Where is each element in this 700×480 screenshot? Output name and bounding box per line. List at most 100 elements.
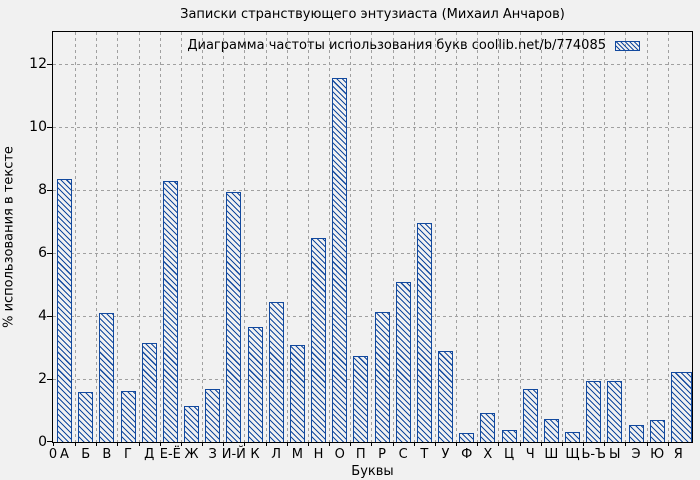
y-tick-label: 4: [38, 307, 47, 324]
v-gridline: [540, 32, 542, 442]
x-tick: [540, 442, 542, 446]
x-tick-label: Ч: [525, 447, 535, 462]
x-tick: [561, 442, 563, 446]
y-tick: [47, 126, 52, 128]
x-tick: [117, 442, 119, 446]
bar-З: [205, 389, 221, 442]
v-gridline: [583, 32, 585, 442]
v-gridline: [604, 32, 606, 442]
v-gridline: [392, 32, 394, 442]
v-gridline: [413, 32, 415, 442]
bar-Я: [670, 372, 692, 442]
x-tick-label: Х: [483, 447, 493, 462]
x-tick: [329, 442, 331, 446]
x-tick: [159, 442, 161, 446]
bar-Г: [120, 391, 136, 442]
v-gridline: [265, 32, 267, 442]
bar-Ц: [501, 430, 517, 442]
x-tick: [392, 442, 394, 446]
bar-Щ: [565, 432, 580, 442]
x-tick: [583, 442, 585, 446]
x-tick: [456, 442, 458, 446]
v-gridline: [519, 32, 521, 442]
x-tick: [371, 442, 373, 446]
bar-В: [99, 313, 115, 442]
v-gridline: [244, 32, 246, 442]
y-tick-label: 6: [38, 244, 47, 261]
bar-И-Й: [226, 192, 242, 442]
x-tick-label: В: [102, 447, 112, 462]
x-tick: [604, 442, 606, 446]
v-gridline: [477, 32, 479, 442]
x-tick: [477, 442, 479, 446]
bar-Н: [311, 238, 326, 442]
h-gridline: [53, 252, 692, 254]
bar-Ш: [543, 419, 559, 442]
x-tick: [75, 442, 77, 446]
y-tick-label: 12: [29, 55, 47, 72]
x-tick-label: П: [355, 447, 366, 462]
x-tick-label: Ш: [544, 447, 559, 462]
h-gridline: [53, 315, 692, 317]
x-tick: [265, 442, 267, 446]
x-tick-label: Н: [313, 447, 324, 462]
y-tick: [47, 378, 52, 380]
v-gridline: [667, 32, 669, 442]
x-tick-label: Щ: [565, 447, 580, 462]
x-tick: [96, 442, 98, 446]
y-tick: [47, 189, 52, 191]
bar-С: [395, 282, 411, 442]
x-tick-label: Ь-Ъ: [581, 447, 606, 462]
x-tick-label: А: [60, 447, 69, 462]
y-tick: [47, 315, 52, 317]
x-tick-label: Ы: [609, 447, 621, 462]
x-tick-label: О: [334, 447, 345, 462]
bar-Ж: [184, 406, 199, 442]
y-tick: [47, 63, 52, 65]
x-tick: [307, 442, 309, 446]
v-gridline: [286, 32, 288, 442]
v-gridline: [371, 32, 373, 442]
bar-Р: [374, 312, 390, 442]
bar-Е-Ё: [162, 181, 178, 442]
v-gridline: [625, 32, 627, 442]
v-gridline: [307, 32, 309, 442]
bar-Э: [628, 425, 644, 442]
bar-Л: [268, 302, 284, 442]
bar-А: [57, 179, 72, 442]
bar-Ь-Ъ: [586, 381, 602, 442]
x-axis-title: Буквы: [351, 464, 394, 479]
x-tick-label: Т: [420, 447, 429, 462]
v-gridline: [138, 32, 140, 442]
y-tick-label: 8: [38, 181, 47, 198]
bar-П: [353, 356, 369, 442]
bar-К: [247, 327, 263, 442]
x-tick-label: Д: [144, 447, 155, 462]
x-tick-label: К: [250, 447, 260, 462]
v-gridline: [498, 32, 500, 442]
bar-Ю: [649, 420, 665, 442]
x-tick-label: Б: [81, 447, 91, 462]
x-tick-origin: [53, 442, 54, 446]
x-origin-label: 0: [48, 447, 58, 462]
bar-О: [332, 78, 348, 442]
x-tick-label: И-Й: [221, 447, 246, 462]
v-gridline: [456, 32, 458, 442]
y-tick-label: 2: [38, 370, 47, 387]
v-gridline: [329, 32, 331, 442]
x-tick: [498, 442, 500, 446]
x-tick-label: Ю: [650, 447, 665, 462]
x-tick: [625, 442, 627, 446]
x-tick: [138, 442, 140, 446]
v-gridline: [350, 32, 352, 442]
plot-area: Диаграмма частоты использования букв coo…: [2, 31, 693, 479]
x-tick-label: З: [208, 447, 217, 462]
x-tick-label: Я: [673, 447, 683, 462]
x-tick: [667, 442, 669, 446]
x-tick-label: Ц: [503, 447, 515, 462]
v-gridline: [223, 32, 225, 442]
bar-Б: [78, 392, 94, 442]
legend-swatch: [615, 40, 640, 51]
x-tick-label: Э: [631, 447, 641, 462]
y-tick-label: 10: [29, 118, 47, 135]
